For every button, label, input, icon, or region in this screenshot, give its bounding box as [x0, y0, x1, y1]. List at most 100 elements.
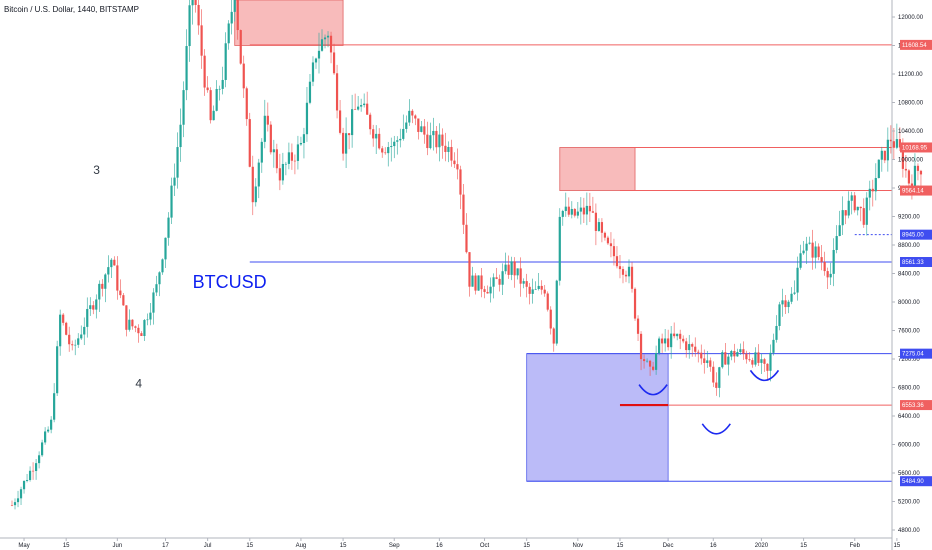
candle-body	[673, 333, 676, 337]
price-axis[interactable]: 4800.00 5200.00 5600.00 6000.00 6400.00 6800.…	[891, 0, 924, 550]
candle-body	[474, 275, 477, 291]
candle-body	[447, 146, 450, 152]
candle-body	[80, 334, 83, 339]
candle-body	[167, 217, 170, 238]
candle-body	[56, 346, 59, 394]
candle-body	[420, 126, 423, 132]
candle-body	[218, 88, 221, 90]
candle-body	[540, 285, 543, 290]
price-badge-label: 8945.00	[902, 233, 924, 239]
candle-body	[519, 268, 522, 284]
candle-body	[224, 43, 227, 80]
candle-body	[862, 208, 865, 225]
time-tick-label: Jul	[204, 543, 212, 549]
candle-body	[92, 305, 95, 310]
candle-body	[600, 222, 604, 233]
candle-body	[426, 134, 429, 149]
price-tick-label: 10000.00	[898, 158, 924, 164]
candle-body	[125, 305, 128, 330]
candle-body	[835, 236, 838, 250]
candle-body	[456, 164, 459, 170]
candle-body	[465, 224, 468, 253]
candle-body	[543, 289, 546, 294]
candle-body	[149, 312, 152, 320]
candle-body	[664, 338, 667, 344]
candle-body	[667, 338, 670, 348]
candle-body	[335, 73, 339, 111]
candle-body	[290, 152, 294, 161]
candle-body	[639, 333, 643, 360]
candle-body	[802, 250, 805, 254]
candle-body	[477, 275, 480, 291]
time-axis[interactable]: May 15 Jun 17 Jul 15 Aug 15 Sep 16 Oct 15 Nov 15 Dec 16…	[0, 537, 901, 549]
candle-body	[239, 30, 242, 64]
candle-body	[736, 352, 739, 357]
price-badge-0	[900, 39, 932, 50]
candle-body	[654, 353, 658, 370]
candle-body	[576, 211, 579, 216]
candle-body	[769, 352, 772, 371]
candle-body	[25, 480, 29, 481]
candle-body	[74, 344, 77, 346]
candle-body	[13, 502, 17, 506]
candle-body	[892, 141, 895, 148]
chart-title: Bitcoin / U.S. Dollar, 1440, BITSTAMP	[4, 5, 140, 14]
candle-body	[176, 147, 179, 178]
price-tick-label: 6400.00	[898, 414, 920, 420]
candle-body	[40, 442, 44, 456]
candle-body	[901, 147, 905, 169]
candle-body	[916, 165, 920, 171]
candle-body	[405, 122, 408, 129]
candle-body	[194, 0, 197, 5]
candle-body	[919, 170, 923, 175]
candle-body	[685, 341, 688, 351]
time-tick-label: Aug	[296, 543, 307, 549]
candle-body	[378, 133, 381, 149]
candle-body	[573, 208, 576, 216]
candle-body	[480, 275, 483, 290]
candle-body	[898, 139, 901, 148]
candle-body	[856, 206, 859, 211]
candle-body	[697, 351, 700, 353]
time-tick-label: 15	[340, 543, 347, 549]
candle-body	[170, 185, 173, 218]
support-arc-0	[638, 384, 668, 396]
candle-body	[817, 246, 820, 258]
candle-body	[173, 177, 176, 186]
candle-body	[230, 11, 233, 24]
candle-body	[329, 35, 333, 53]
candle-body	[354, 109, 357, 110]
candle-body	[221, 79, 224, 89]
candle-body	[597, 222, 601, 231]
candle-body	[95, 299, 98, 310]
candle-body	[778, 304, 781, 326]
candle-body	[372, 129, 375, 139]
candle-body	[83, 326, 86, 335]
candle-body	[323, 37, 327, 40]
candle-body	[811, 242, 814, 258]
candle-body	[44, 431, 47, 443]
annotation-0: 3	[93, 163, 100, 177]
price-badge-6	[900, 400, 932, 411]
candle-body	[552, 328, 555, 344]
candle-body	[113, 259, 116, 266]
candle-body	[700, 352, 703, 359]
candle-body	[182, 90, 185, 125]
time-tick-label: 15	[617, 543, 624, 549]
candle-body	[832, 249, 835, 274]
candle-body	[360, 105, 363, 107]
candle-body	[101, 283, 104, 289]
candle-body	[119, 290, 122, 296]
candle-body	[10, 505, 14, 506]
candle-body	[185, 46, 188, 91]
candle-body	[694, 346, 697, 352]
candle-body	[651, 366, 655, 370]
time-tick-label: 15	[800, 543, 807, 549]
candle-body	[131, 319, 134, 327]
candle-body	[522, 281, 525, 284]
candle-body	[904, 168, 908, 171]
price-tick-label: 5200.00	[898, 500, 920, 506]
candle-body	[910, 183, 914, 187]
price-tick-label: 11200.00	[898, 72, 923, 78]
